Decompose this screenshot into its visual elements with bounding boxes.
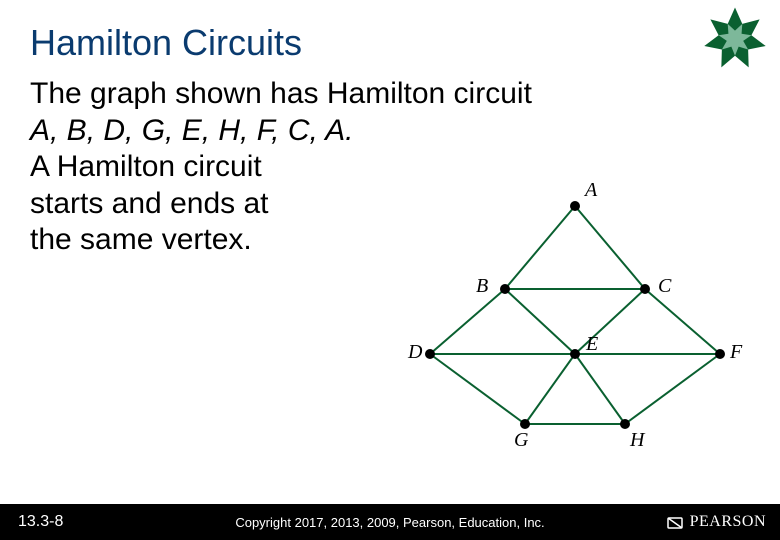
graph-vertex-label: D — [407, 341, 423, 363]
graph-vertex — [425, 349, 435, 359]
star-logo — [700, 4, 770, 74]
graph-vertex-label: B — [476, 275, 488, 297]
graph-diagram: A B C D E F G H — [400, 174, 750, 454]
brand-text: PEARSON — [690, 513, 766, 531]
graph-edge — [645, 289, 720, 354]
graph-edge — [625, 354, 720, 424]
slide-number: 13.3-8 — [18, 513, 63, 531]
graph-vertex — [570, 201, 580, 211]
graph-vertex — [570, 349, 580, 359]
graph-vertex — [640, 284, 650, 294]
brand-icon — [666, 513, 684, 531]
body-line-1: The graph shown has Hamilton circuit — [30, 76, 532, 113]
graph-vertex-label: A — [583, 179, 598, 201]
graph-vertex — [715, 349, 725, 359]
slide-title: Hamilton Circuits — [30, 22, 302, 64]
graph-vertex — [520, 419, 530, 429]
graph-edge — [575, 354, 625, 424]
graph-edge — [575, 206, 645, 289]
graph-vertex — [500, 284, 510, 294]
body-line-2: A, B, D, G, E, H, F, C, A. — [30, 113, 532, 150]
graph-vertex-label: E — [585, 333, 598, 355]
copyright-text: Copyright 2017, 2013, 2009, Pearson, Edu… — [235, 515, 544, 530]
graph-vertex-label: C — [658, 275, 672, 297]
footer-bar: 13.3-8 Copyright 2017, 2013, 2009, Pears… — [0, 504, 780, 540]
graph-edge — [505, 289, 575, 354]
graph-edge — [430, 354, 525, 424]
graph-vertex-label: G — [514, 429, 529, 451]
brand-logo: PEARSON — [666, 513, 766, 531]
graph-edge — [430, 289, 505, 354]
graph-edge — [505, 206, 575, 289]
slide: Hamilton Circuits The graph shown has Ha… — [0, 0, 780, 540]
graph-vertex-label: F — [729, 341, 743, 363]
graph-vertex-label: H — [629, 429, 646, 451]
graph-edge — [525, 354, 575, 424]
graph-vertex — [620, 419, 630, 429]
